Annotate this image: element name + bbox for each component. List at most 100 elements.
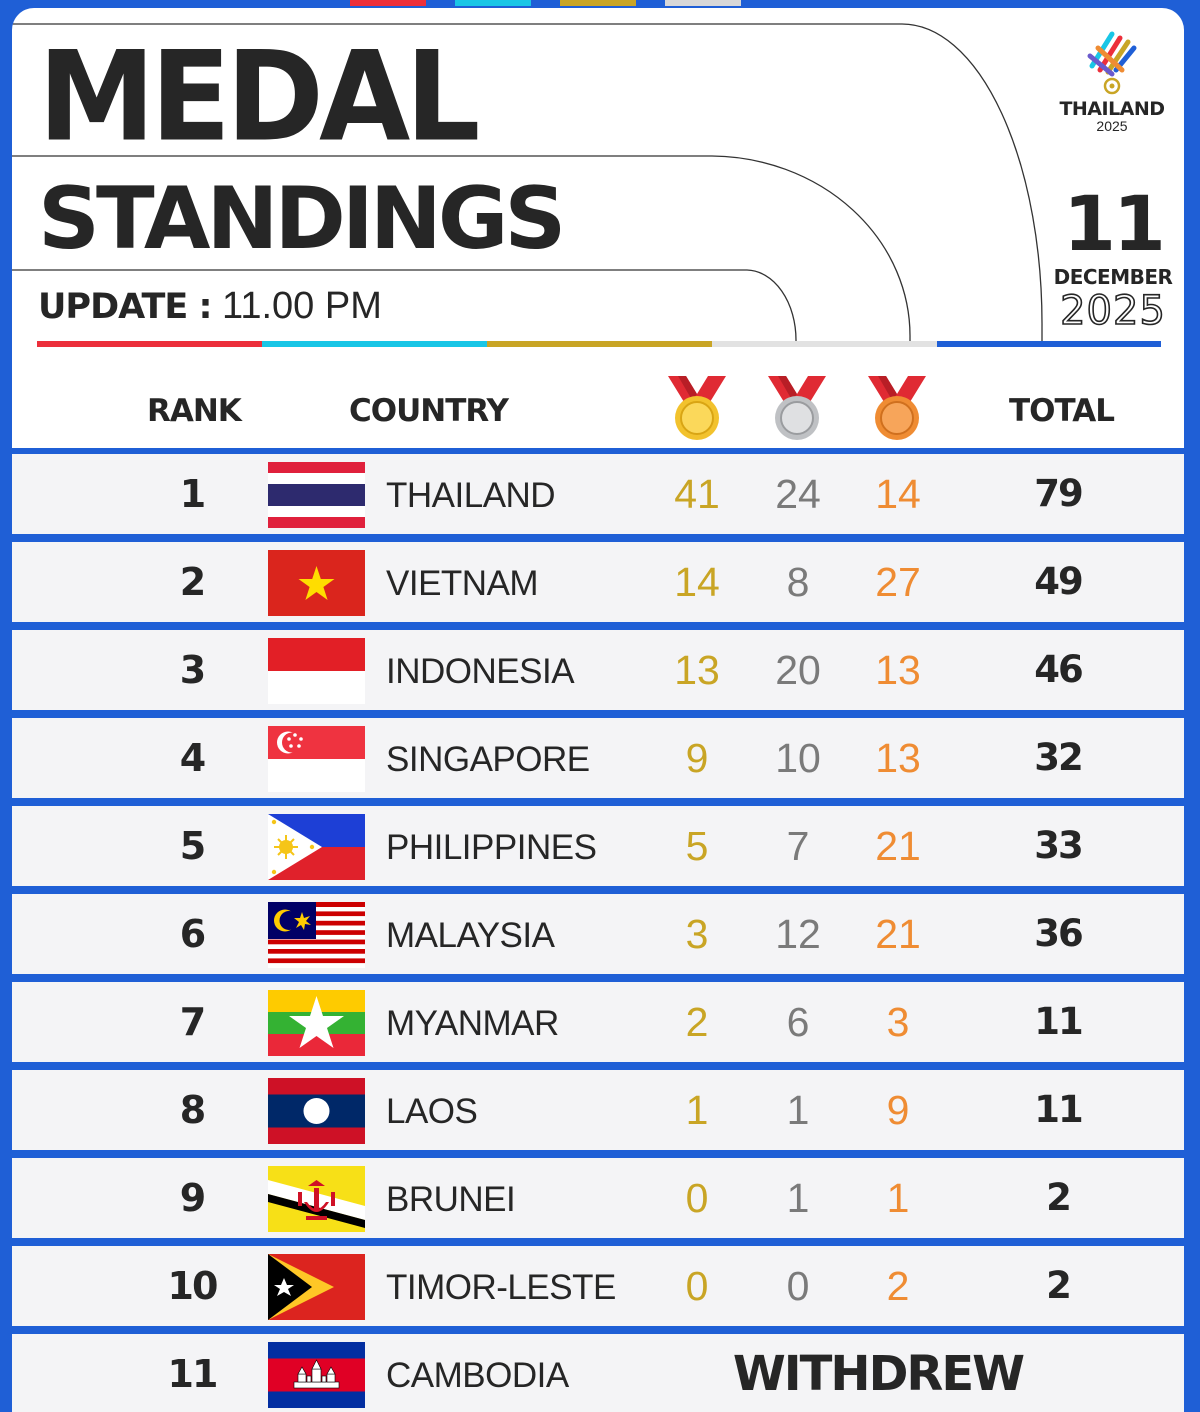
silver-count: 24 [775,471,821,517]
title-medal: MEDAL [38,23,480,169]
table-row: 9 BRUNEI 0 1 1 2 [12,1158,1184,1238]
table-row: 5 PHILIPPINES 5 7 21 33 [12,806,1184,886]
date-block: 11 DECEMBER 2025 [1048,179,1178,334]
gold-count: 2 [685,999,709,1045]
bronze-count: 27 [875,559,921,605]
title-standings: STANDINGS [38,169,566,269]
total-count: 32 [1034,736,1084,779]
table-row: 7 MYANMAR 2 6 3 11 [12,982,1184,1062]
rank-cell: 4 [179,736,206,780]
country-cell: PHILIPPINES [386,828,597,867]
philippines-flag-icon [268,814,365,880]
country-cell: THAILAND [386,476,556,515]
bronze-count: 13 [875,647,921,693]
date-year: 2025 [1059,288,1166,334]
gold-count: 0 [685,1175,709,1221]
update-line: UPDATE : 11.00 PM [38,284,382,329]
date-month: DECEMBER [1053,265,1173,289]
gold-count: 5 [685,823,709,869]
indonesia-flag-icon [268,638,365,704]
logo-name: THAILAND [1059,98,1165,120]
total-count: 11 [1034,1000,1084,1043]
table-row: 1 THAILAND 41 24 14 79 [12,454,1184,534]
table-row: 6 MALAYSIA 3 12 21 36 [12,894,1184,974]
table-row: 8 LAOS 1 1 9 11 [12,1070,1184,1150]
country-cell: MYANMAR [386,1004,559,1043]
malaysia-flag-icon [268,902,365,968]
total-count: 2 [1046,1176,1072,1219]
country-cell: BRUNEI [386,1180,516,1219]
rank-cell: 7 [179,1000,206,1044]
silver-count: 1 [786,1175,810,1221]
table-row: 10 TIMOR-LESTE 0 0 2 2 [12,1246,1184,1326]
timor-leste-flag-icon [268,1254,365,1320]
sea-games-logo: THAILAND 2025 [1052,26,1172,146]
rank-cell: 8 [179,1088,206,1132]
withdrew-status: WITHDREW [732,1346,1025,1402]
decorative-arcs [12,23,1043,344]
country-cell: SINGAPORE [386,740,590,779]
date-day: 11 [1063,179,1166,268]
table-row: 4 SINGAPORE 9 10 13 32 [12,718,1184,798]
total-count: 33 [1034,824,1084,867]
silver-medal-icon [768,376,826,440]
country-cell: TIMOR-LESTE [386,1268,616,1307]
silver-count: 10 [775,735,821,781]
gold-count: 14 [674,559,720,605]
brunei-flag-icon [268,1166,365,1232]
myanmar-flag-icon [268,990,365,1056]
sea-games-emblem-icon [1087,31,1137,95]
table-row: 11 CAMBODIA WITHDREW [12,1334,1184,1412]
silver-count: 12 [775,911,821,957]
gold-count: 0 [685,1263,709,1309]
total-count: 11 [1034,1088,1084,1131]
bronze-count: 9 [886,1087,910,1133]
rank-column-header: RANK [147,393,242,429]
silver-count: 8 [786,559,810,605]
update-label: UPDATE : [38,287,212,327]
total-count: 2 [1046,1264,1072,1307]
vietnam-flag-icon [268,550,365,616]
silver-count: 0 [786,1263,810,1309]
rank-cell: 10 [167,1264,219,1308]
rank-cell: 11 [167,1352,219,1396]
country-cell: VIETNAM [386,564,539,603]
country-cell: CAMBODIA [386,1356,569,1395]
thailand-flag-icon [268,462,365,528]
bronze-count: 13 [875,735,921,781]
bronze-medal-icon [868,376,926,440]
logo-year: 2025 [1096,118,1128,134]
gold-count: 13 [674,647,720,693]
bronze-count: 21 [875,911,921,957]
bronze-count: 3 [886,999,910,1045]
total-count: 49 [1034,560,1084,603]
bronze-count: 21 [875,823,921,869]
total-column-header: TOTAL [1009,393,1115,429]
gold-medal-icon [668,376,726,440]
country-column-header: COUNTRY [349,393,509,429]
bronze-count: 14 [875,471,921,517]
top-color-strip [0,0,1200,8]
total-count: 36 [1034,912,1084,955]
rank-cell: 2 [179,560,206,604]
rank-cell: 3 [179,648,206,692]
table-row: 3 INDONESIA 13 20 13 46 [12,630,1184,710]
rank-cell: 1 [179,472,206,516]
silver-count: 6 [786,999,810,1045]
country-cell: INDONESIA [386,652,575,691]
country-cell: MALAYSIA [386,916,555,955]
laos-flag-icon [268,1078,365,1144]
gold-count: 41 [674,471,720,517]
singapore-flag-icon [268,726,365,792]
rank-cell: 6 [179,912,206,956]
bronze-count: 2 [886,1263,910,1309]
table-row: 2 VIETNAM 14 8 27 49 [12,542,1184,622]
cambodia-flag-icon [268,1342,365,1408]
total-count: 79 [1034,472,1084,515]
silver-count: 20 [775,647,821,693]
update-time: 11.00 PM [222,285,382,327]
silver-count: 7 [786,823,810,869]
rank-cell: 9 [179,1176,206,1220]
country-cell: LAOS [386,1092,478,1131]
gold-count: 3 [685,911,709,957]
